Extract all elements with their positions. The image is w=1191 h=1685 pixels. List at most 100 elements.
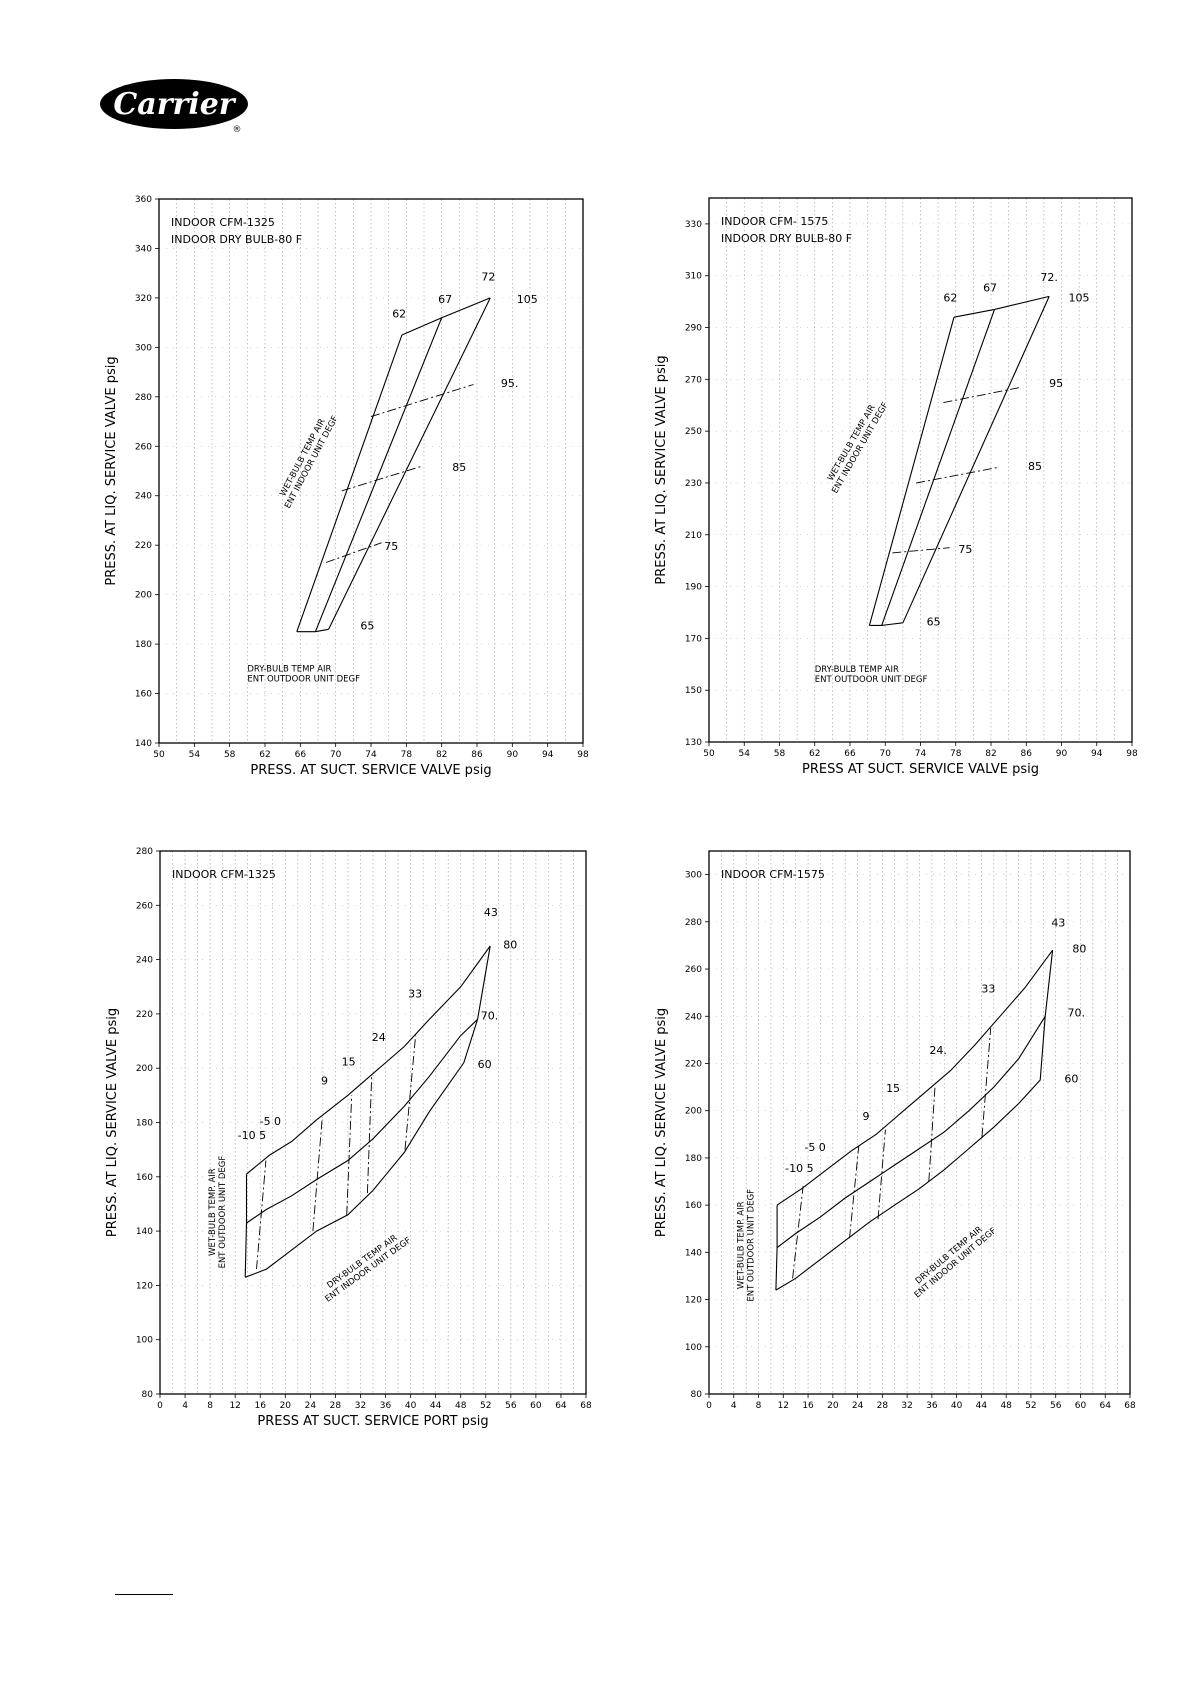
series-dashed-line	[346, 1095, 353, 1215]
x-tick-label: 48	[1000, 1401, 1012, 1411]
x-tick-label: 28	[330, 1401, 342, 1411]
y-tick-label: 280	[136, 847, 153, 857]
y-tick-label: 260	[136, 901, 153, 911]
x-tick-label: 94	[542, 750, 554, 760]
series-dashed-line	[943, 386, 1022, 404]
y-tick-label: 300	[135, 343, 152, 353]
inner-note-line: ENT INDOOR UNIT DEGF	[830, 401, 890, 496]
series-solid-line	[246, 945, 491, 1175]
y-tick-label: 280	[685, 918, 702, 928]
registered-mark: ®	[233, 125, 242, 134]
curve-label: 95	[1049, 377, 1063, 390]
y-tick-label: 170	[685, 634, 702, 644]
x-tick-label: 32	[901, 1401, 912, 1411]
chart-panel-2: 50 54 58 62 66 70 74 78 82 86 90 94 98 130 150 170 190 21…	[654, 197, 1138, 777]
y-tick-label: 140	[136, 1227, 153, 1237]
y-tick-label: 200	[135, 591, 152, 601]
y-tick-label: 140	[685, 1248, 702, 1258]
x-tick-label: 52	[480, 1401, 491, 1411]
x-tick-label: 16	[802, 1401, 814, 1411]
y-tick-label: 200	[685, 1107, 702, 1117]
y-axis-label: PRESS. AT LIQ. SERVICE VALVE psig	[104, 356, 119, 585]
chart-title-line: INDOOR CFM-1575	[721, 868, 825, 881]
y-tick-label: 330	[685, 220, 702, 230]
series-solid-line	[246, 1018, 478, 1224]
curve-label: -5 0	[260, 1115, 281, 1128]
x-tick-label: 64	[555, 1401, 567, 1411]
x-tick-label: 44	[976, 1401, 988, 1411]
plot-frame	[708, 850, 1131, 1395]
y-tick-label: 160	[135, 690, 152, 700]
series-dashed-line	[792, 1186, 804, 1279]
inner-note-line: DRY-BULB TEMP AIR	[325, 1233, 399, 1291]
curve-label: 72.	[1040, 271, 1058, 284]
y-tick-label: 360	[135, 195, 152, 205]
y-tick-label: 240	[136, 956, 153, 966]
series-dashed-line	[892, 547, 950, 554]
curve-label: 80	[503, 939, 517, 952]
x-tick-label: 48	[455, 1401, 467, 1411]
inner-note: DRY-BULB TEMP AIR ENT OUTDOOR UNIT DEGF	[247, 664, 360, 684]
x-tick-label: 82	[436, 750, 447, 760]
x-tick-label: 64	[1100, 1401, 1112, 1411]
curve-label: 62	[943, 292, 957, 305]
x-tick-label: 98	[1126, 749, 1138, 759]
inner-note-line: DRY-BULB TEMP AIR	[815, 665, 899, 675]
y-tick-label: 130	[685, 738, 702, 748]
series-dashed-line	[370, 384, 474, 418]
series-dashed-line	[404, 1035, 417, 1150]
curve-label: 9	[863, 1110, 870, 1123]
y-tick-label: 310	[685, 272, 702, 282]
x-tick-label: 62	[259, 750, 270, 760]
curve-label: 43	[1051, 917, 1065, 930]
y-tick-label: 160	[685, 1201, 702, 1211]
series-solid-line	[776, 1016, 1046, 1249]
series-solid-line	[401, 297, 491, 336]
series-solid-line	[869, 622, 903, 626]
inner-note-line: WET-BULB TEMP. AIR	[737, 1201, 747, 1289]
curve-label: 67	[438, 293, 452, 306]
inner-note-line: ENT OUTDOOR UNIT DEGF	[218, 1156, 228, 1269]
series-dashed-line	[325, 542, 382, 563]
series-solid-line	[328, 297, 491, 630]
series-dashed-line	[928, 1087, 936, 1182]
x-tick-label: 4	[731, 1401, 737, 1411]
curve-label: 75	[958, 543, 972, 556]
y-tick-label: 180	[685, 1154, 702, 1164]
y-tick-label: 100	[136, 1336, 153, 1346]
curve-label: 65	[927, 615, 941, 628]
curve-label: 60	[478, 1058, 492, 1071]
series-dashed-line	[916, 466, 999, 484]
x-tick-label: 20	[280, 1401, 292, 1411]
inner-note-line: ENT OUTDOOR UNIT DEGF	[747, 1189, 757, 1302]
y-tick-label: 340	[135, 244, 152, 254]
y-tick-label: 200	[136, 1064, 153, 1074]
curve-label: 60	[1064, 1072, 1078, 1085]
chart-title-line: INDOOR CFM-1325	[171, 216, 275, 229]
y-axis-label: PRESS. AT LIQ. SERVICE VALVE psig	[654, 355, 669, 584]
x-tick-label: 60	[1075, 1401, 1087, 1411]
y-tick-label: 260	[685, 965, 702, 975]
y-tick-label: 80	[142, 1390, 154, 1400]
inner-note: DRY-BULB TEMP AIRENT INDOOR UNIT DEGF	[318, 1228, 413, 1305]
x-tick-label: 54	[739, 749, 751, 759]
y-tick-label: 190	[685, 583, 702, 593]
series-dashed-line	[849, 1146, 860, 1239]
x-tick-label: 8	[756, 1401, 762, 1411]
series-solid-line	[314, 317, 443, 632]
curve-label: 85	[1028, 460, 1042, 473]
series-solid-line	[868, 317, 955, 626]
series-solid-line	[953, 295, 1050, 318]
curve-label: 70.	[481, 1009, 499, 1022]
x-tick-label: 78	[401, 750, 413, 760]
x-tick-label: 40	[405, 1401, 417, 1411]
y-tick-label: 220	[136, 1010, 153, 1020]
curve-label: 105	[1069, 292, 1090, 305]
y-tick-label: 240	[135, 492, 152, 502]
x-tick-label: 12	[778, 1401, 789, 1411]
x-tick-label: 12	[229, 1401, 240, 1411]
y-tick-label: 260	[135, 442, 152, 452]
curve-label: 105	[517, 293, 538, 306]
series-solid-line	[881, 309, 996, 626]
